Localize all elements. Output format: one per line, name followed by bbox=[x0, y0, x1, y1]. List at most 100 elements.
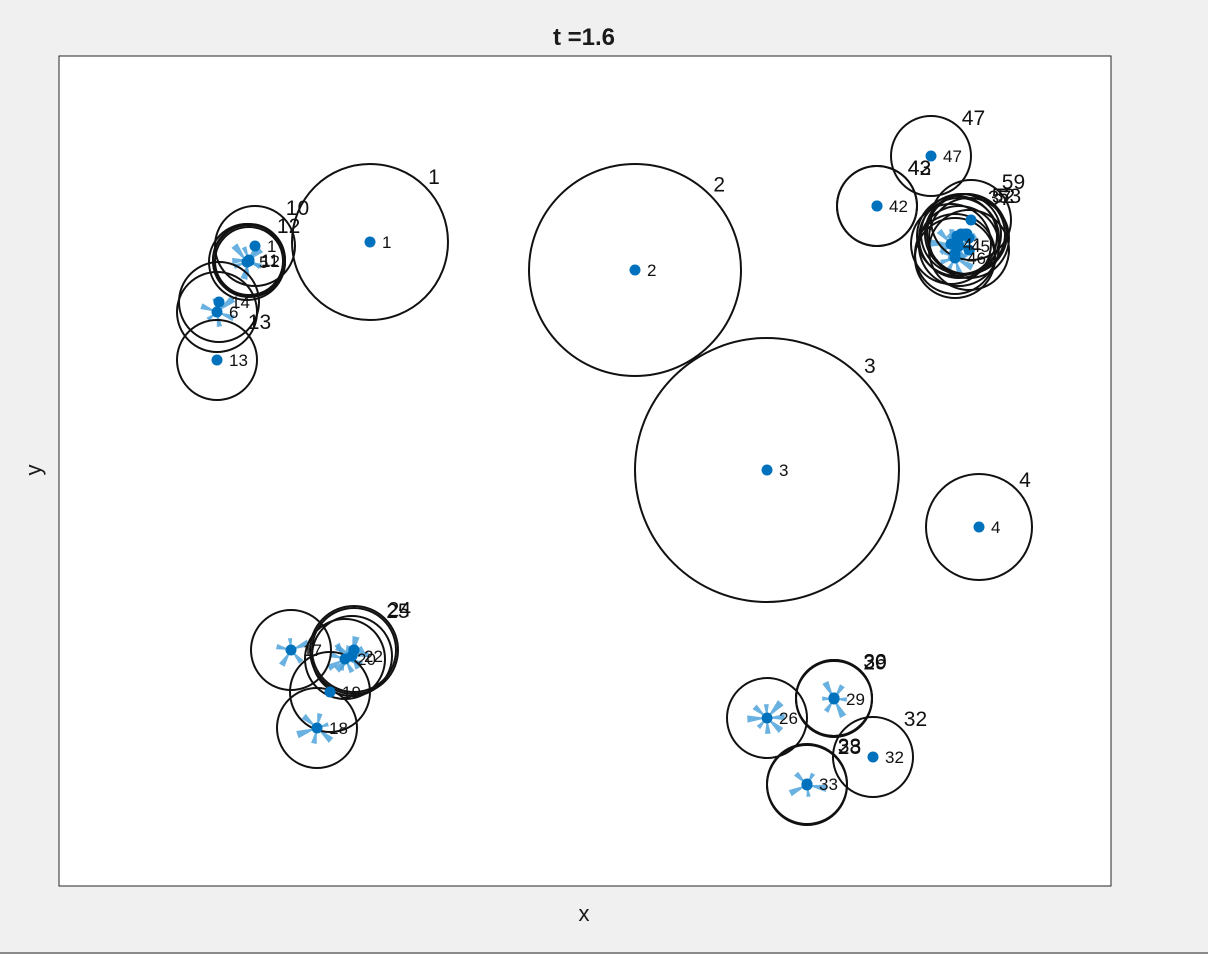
chart-title: t =1.6 bbox=[553, 24, 615, 51]
agent-point-55 bbox=[963, 244, 975, 256]
agent-point-label-41: 41 bbox=[963, 235, 982, 254]
sensing-ring-47 bbox=[890, 115, 972, 197]
agent-point-43 bbox=[871, 200, 883, 212]
agent-point-59 bbox=[965, 214, 977, 226]
agent-point-label-33: 33 bbox=[819, 775, 838, 794]
y-axis-label: y bbox=[21, 465, 46, 476]
sensing-ring-33 bbox=[766, 743, 848, 825]
sensing-ring-36 bbox=[795, 659, 873, 737]
agent-point-label-22: 22 bbox=[364, 647, 383, 666]
agent-point-47 bbox=[925, 150, 937, 162]
heading-fan-20 bbox=[326, 642, 365, 674]
agent-ring-label-4: 4 bbox=[1019, 469, 1031, 492]
sensing-ring-55 bbox=[928, 209, 1010, 291]
heading-fan-28 bbox=[788, 771, 827, 797]
agent-point-18 bbox=[311, 722, 323, 734]
agent-ring-label-52: 52 bbox=[992, 185, 1015, 208]
agent-ring-label-28: 28 bbox=[838, 736, 861, 759]
agent-ring-label-3: 3 bbox=[864, 355, 876, 378]
sensing-ring-20 bbox=[304, 618, 386, 700]
agent-ring-label-12: 12 bbox=[277, 215, 300, 238]
agent-point-label-14: 14 bbox=[231, 293, 250, 312]
agent-ring-label-43: 43 bbox=[908, 157, 931, 180]
agent-point-label-42: 42 bbox=[889, 197, 908, 216]
agent-point-label-19: 19 bbox=[342, 683, 361, 702]
window-bottom-border bbox=[0, 952, 1208, 954]
sensing-ring-4 bbox=[925, 473, 1033, 581]
sensing-ring-14 bbox=[178, 261, 260, 343]
plot-area bbox=[58, 55, 1112, 887]
agent-point-label-29: 29 bbox=[846, 690, 865, 709]
sensing-ring-13 bbox=[176, 319, 258, 401]
x-axis-label: x bbox=[579, 901, 590, 926]
agent-ring-label-1: 1 bbox=[428, 166, 440, 189]
agent-point-13 bbox=[211, 354, 223, 366]
agent-point-14 bbox=[213, 296, 225, 308]
sensing-ring-53 bbox=[926, 193, 1008, 275]
agent-ring-label-2: 2 bbox=[713, 174, 725, 197]
agent-point-label-17: 17 bbox=[303, 641, 322, 660]
sensing-ring-59 bbox=[930, 179, 1012, 261]
agent-point-19 bbox=[324, 686, 336, 698]
agent-ring-label-24: 24 bbox=[388, 598, 412, 621]
sensing-ring-layer bbox=[176, 115, 1033, 826]
agent-point-58 bbox=[949, 248, 961, 260]
agent-ring-label-53: 53 bbox=[998, 185, 1021, 208]
agent-point-label-3: 3 bbox=[779, 461, 788, 480]
sensing-ring-43 bbox=[836, 165, 918, 247]
agent-ring-label-33: 33 bbox=[838, 735, 861, 758]
agent-point-36 bbox=[828, 692, 840, 704]
sensing-ring-1 bbox=[291, 163, 449, 321]
sensing-ring-58 bbox=[914, 213, 996, 295]
agent-point-label-46: 46 bbox=[967, 249, 986, 268]
agent-ring-label-25: 25 bbox=[386, 600, 409, 623]
agent-ring-label-59: 59 bbox=[1002, 171, 1025, 194]
agent-point-label-13: 13 bbox=[229, 351, 248, 370]
sensing-ring-12 bbox=[212, 224, 286, 298]
agent-point-label-45: 45 bbox=[971, 237, 990, 256]
agent-ring-label-30: 30 bbox=[863, 651, 886, 674]
agent-point-label-12: 12 bbox=[261, 252, 280, 271]
agent-point-label-1: 1 bbox=[382, 233, 391, 252]
agent-point-2 bbox=[629, 264, 641, 276]
agent-point-label-6: 6 bbox=[229, 303, 238, 322]
heading-fan-11 bbox=[232, 246, 263, 280]
sensing-ring-32 bbox=[832, 716, 914, 798]
heading-fan-29 bbox=[822, 680, 847, 719]
agent-point-3 bbox=[761, 464, 773, 476]
agent-point-label-20: 20 bbox=[357, 650, 376, 669]
agent-point-label-2: 2 bbox=[647, 261, 656, 280]
agent-point-label-18: 18 bbox=[329, 719, 348, 738]
agent-point-53 bbox=[961, 228, 973, 240]
agent-point-label-10: 1 bbox=[267, 237, 276, 256]
agent-point-32 bbox=[867, 751, 879, 763]
agent-point-label-4: 4 bbox=[991, 518, 1000, 537]
sensing-ring-25 bbox=[311, 607, 397, 693]
agent-point-10 bbox=[249, 240, 261, 252]
agent-label-layer: 1122334456110111212131314171819202224252… bbox=[229, 107, 1031, 794]
agent-ring-label-10: 10 bbox=[286, 197, 309, 220]
sensing-ring-3 bbox=[634, 337, 900, 603]
sensing-ring-41 bbox=[910, 203, 992, 285]
agent-point-17 bbox=[285, 644, 297, 656]
sensing-ring-2 bbox=[528, 163, 742, 377]
sensing-ring-26 bbox=[726, 677, 808, 759]
agent-ring-label-32: 32 bbox=[904, 708, 927, 731]
agent-point-label-26: 26 bbox=[779, 709, 798, 728]
agent-point-25 bbox=[348, 644, 360, 656]
agent-ring-label-29: 29 bbox=[863, 652, 886, 675]
agent-point-label-11: 11 bbox=[261, 251, 279, 270]
sensing-ring-24 bbox=[309, 605, 399, 695]
sensing-ring-50 bbox=[928, 197, 1010, 279]
agent-point-label-5: 5 bbox=[259, 253, 268, 272]
agent-point-layer bbox=[211, 150, 985, 791]
agent-point-12 bbox=[243, 255, 255, 267]
agent-point-26 bbox=[761, 712, 773, 724]
agent-point-label-32: 32 bbox=[885, 748, 904, 767]
agent-ring-label-42: 42 bbox=[908, 157, 931, 180]
agent-point-label-47: 47 bbox=[943, 147, 962, 166]
agent-point-33 bbox=[801, 778, 813, 790]
agent-ring-label-37: 37 bbox=[988, 187, 1011, 210]
axes: 1122334456110111212131314171819202224252… bbox=[58, 55, 1112, 887]
